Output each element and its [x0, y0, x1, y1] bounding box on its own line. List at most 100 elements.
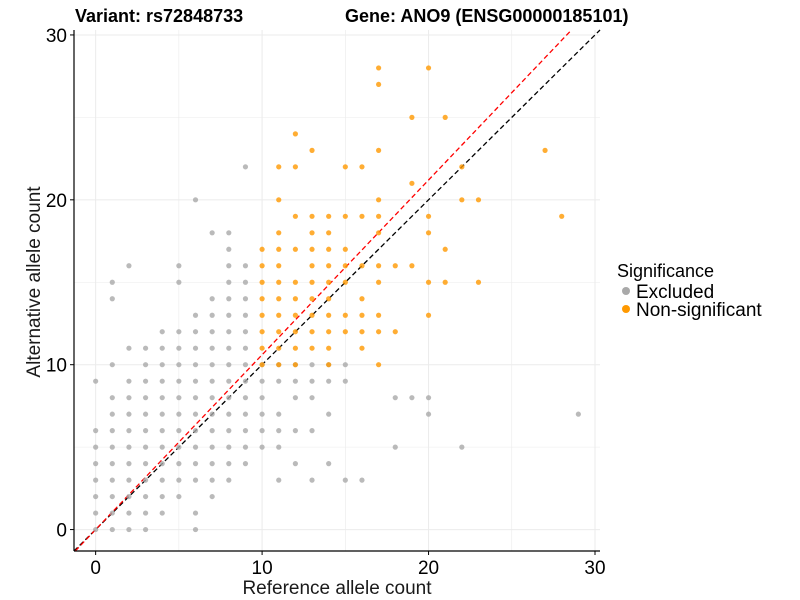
point-excluded	[209, 444, 215, 450]
point-excluded	[259, 428, 265, 434]
point-excluded	[126, 510, 132, 516]
point-non-significant	[292, 345, 298, 351]
point-excluded	[192, 428, 199, 434]
point-non-significant	[292, 213, 298, 219]
point-non-significant	[342, 263, 348, 269]
point-excluded	[109, 510, 115, 516]
y-tick-label: 0	[56, 521, 67, 542]
x-axis-title: Reference allele count	[242, 578, 432, 599]
point-excluded	[226, 296, 232, 302]
point-excluded	[209, 428, 215, 434]
point-excluded	[359, 477, 365, 483]
point-excluded	[159, 477, 165, 483]
point-excluded	[126, 444, 132, 450]
point-excluded	[126, 477, 132, 483]
point-non-significant	[376, 329, 382, 335]
point-excluded	[142, 510, 149, 516]
point-excluded	[242, 279, 249, 285]
point-excluded	[109, 493, 115, 500]
point-non-significant	[425, 230, 432, 236]
point-excluded	[242, 428, 249, 434]
point-excluded	[126, 493, 132, 500]
point-non-significant	[309, 296, 315, 302]
point-excluded	[142, 378, 149, 384]
point-excluded	[342, 362, 348, 368]
point-excluded	[126, 378, 132, 384]
point-non-significant	[342, 246, 348, 252]
point-non-significant	[259, 329, 265, 335]
point-excluded	[109, 444, 115, 450]
point-excluded	[209, 329, 215, 335]
point-excluded	[159, 428, 165, 434]
point-excluded	[126, 526, 132, 533]
point-excluded	[142, 526, 149, 533]
point-excluded	[292, 395, 298, 401]
point-excluded	[209, 378, 215, 384]
point-excluded	[93, 493, 99, 500]
point-excluded	[226, 477, 232, 483]
point-non-significant	[309, 345, 315, 351]
point-non-significant	[376, 147, 382, 153]
point-excluded	[209, 493, 215, 500]
point-excluded	[176, 395, 182, 401]
point-non-significant	[342, 312, 348, 318]
point-excluded	[259, 378, 265, 384]
point-excluded	[159, 461, 165, 467]
point-excluded	[192, 395, 199, 401]
point-non-significant	[342, 213, 348, 219]
point-excluded	[242, 329, 249, 335]
point-non-significant	[326, 345, 332, 351]
point-excluded	[192, 345, 199, 351]
point-non-significant	[376, 279, 382, 285]
point-excluded	[142, 345, 149, 351]
point-excluded	[93, 378, 99, 384]
point-excluded	[309, 477, 315, 483]
point-non-significant	[359, 164, 365, 170]
point-excluded	[192, 411, 199, 417]
point-excluded	[209, 461, 215, 467]
point-excluded	[309, 428, 315, 434]
legend-label-non-significant: Non-significant	[636, 300, 762, 321]
point-excluded	[226, 329, 232, 335]
point-non-significant	[292, 246, 298, 252]
point-excluded	[176, 345, 182, 351]
point-non-significant	[342, 329, 348, 335]
point-excluded	[159, 510, 165, 516]
point-excluded	[259, 411, 265, 417]
point-non-significant	[359, 345, 365, 351]
x-tick-label: 10	[252, 558, 273, 579]
point-excluded	[242, 461, 249, 467]
point-excluded	[93, 477, 99, 483]
point-excluded	[142, 362, 149, 368]
point-non-significant	[326, 230, 332, 236]
point-non-significant	[276, 279, 282, 285]
point-excluded	[242, 362, 249, 368]
point-excluded	[242, 296, 249, 302]
point-excluded	[209, 477, 215, 483]
point-excluded	[142, 461, 149, 467]
point-excluded	[575, 411, 581, 417]
point-excluded	[159, 362, 165, 368]
point-excluded	[209, 345, 215, 351]
point-excluded	[176, 428, 182, 434]
point-excluded	[159, 329, 165, 335]
point-non-significant	[259, 263, 265, 269]
point-excluded	[192, 312, 199, 318]
reference-lines	[73, 29, 601, 552]
point-excluded	[142, 428, 149, 434]
point-excluded	[226, 378, 232, 384]
point-excluded	[242, 164, 249, 170]
point-excluded	[276, 477, 282, 483]
point-excluded	[242, 378, 249, 384]
point-non-significant	[425, 213, 432, 219]
point-non-significant	[326, 362, 332, 368]
point-excluded	[292, 378, 298, 384]
point-excluded	[176, 411, 182, 417]
point-excluded	[226, 230, 232, 236]
point-non-significant	[292, 131, 298, 137]
point-non-significant	[259, 312, 265, 318]
point-excluded	[425, 395, 432, 401]
point-excluded	[326, 461, 332, 467]
fit-line	[74, 29, 572, 552]
point-non-significant	[359, 296, 365, 302]
